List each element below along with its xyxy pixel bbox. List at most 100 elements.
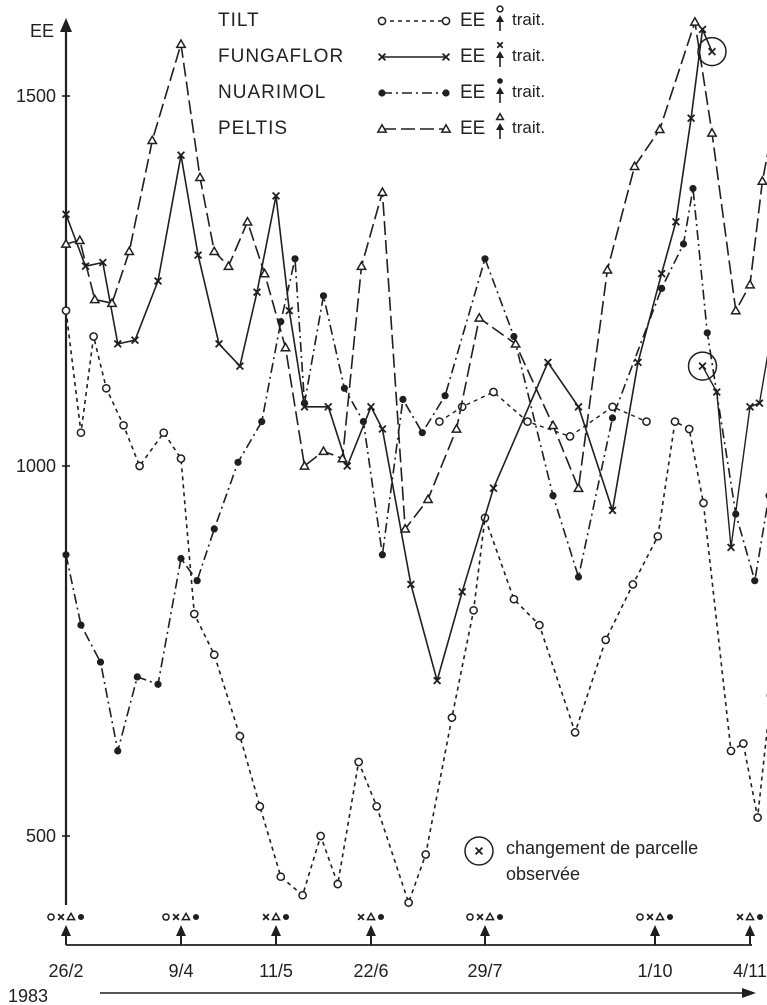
treatment-dot	[77, 913, 85, 921]
series-nuarimol	[62, 184, 767, 755]
legend-series-name: PELTIS	[218, 118, 289, 139]
data-point-fungaflor	[366, 402, 376, 411]
data-point-tilt	[101, 383, 111, 393]
series-layer	[60, 16, 767, 907]
data-point-peltis	[376, 186, 388, 197]
data-point-nuarimol	[441, 392, 449, 400]
year-arrow-head	[742, 988, 756, 998]
series-line-tilt	[65, 310, 767, 904]
treatment-triangle	[745, 911, 755, 921]
legend-series-name: FUNGAFLOR	[218, 46, 345, 67]
x-tick-label: 1/10	[637, 961, 672, 981]
data-point-fungaflor	[194, 251, 203, 260]
data-point-nuarimol	[359, 418, 367, 426]
data-point-nuarimol	[732, 510, 740, 518]
treatment-arrowhead	[650, 925, 660, 936]
data-point-nuarimol	[177, 554, 185, 563]
legend-trait-marker	[495, 112, 505, 121]
data-point-tilt	[354, 757, 363, 767]
data-point-peltis	[337, 452, 348, 463]
data-point-peltis	[510, 338, 522, 348]
data-point-nuarimol	[658, 284, 666, 292]
treatment-circle	[636, 913, 644, 921]
data-point-peltis	[74, 234, 86, 245]
legend-marks	[376, 5, 505, 139]
data-point-peltis	[689, 16, 701, 26]
treatment-dot	[377, 913, 385, 921]
data-point-tilt	[684, 424, 694, 434]
treatment-triangle	[366, 911, 376, 921]
data-point-fungaflor	[745, 402, 755, 411]
data-point-tilt	[159, 428, 169, 438]
data-point-peltis	[399, 523, 411, 533]
treatment-cross	[262, 913, 270, 921]
data-point-nuarimol	[114, 747, 122, 755]
data-point-nuarimol	[574, 573, 583, 581]
data-point-tilt	[333, 879, 343, 889]
data-point-tilt	[469, 605, 478, 615]
legend-entry-tilt: TILT EE trait.	[218, 10, 578, 46]
data-point-tilt	[119, 420, 128, 430]
data-point-tilt	[372, 802, 382, 811]
data-point-tilt	[276, 872, 286, 882]
data-point-peltis	[223, 260, 234, 271]
data-point-fungaflor	[252, 288, 262, 297]
treatment-cross	[476, 913, 484, 921]
y-axis-arrow	[60, 18, 72, 32]
data-point-tilt	[739, 739, 748, 748]
data-point-nuarimol	[378, 551, 386, 559]
treatment-triangle	[485, 911, 495, 921]
data-point-fungaflor	[657, 269, 666, 278]
x-tick-label: 4/11	[733, 961, 767, 981]
data-point-nuarimol	[193, 577, 201, 585]
data-point-nuarimol	[399, 395, 407, 403]
annotation-symbol	[464, 836, 494, 866]
data-point-fungaflor	[271, 191, 281, 200]
legend-ee-label: EE	[460, 10, 486, 31]
x-tick-label: 9/4	[168, 961, 193, 981]
series-peltis	[60, 16, 767, 533]
data-point-fungaflor	[633, 358, 643, 367]
legend-marker-tilt	[441, 16, 451, 26]
treatment-cross	[736, 913, 744, 921]
treatment-marker	[636, 911, 674, 945]
treatment-arrowhead	[271, 925, 281, 936]
data-point-fungaflor	[61, 210, 71, 219]
data-point-nuarimol	[154, 680, 162, 688]
legend-trait-marker	[496, 5, 504, 13]
data-point-tilt	[176, 454, 186, 463]
data-point-fungaflor	[176, 151, 186, 160]
legend-ee-label: EE	[460, 118, 486, 139]
treatment-circle	[466, 913, 474, 921]
data-point-peltis	[280, 341, 291, 352]
data-point-tilt	[235, 731, 245, 741]
data-point-peltis	[422, 493, 434, 504]
series-fungaflor	[61, 25, 767, 685]
legend-trait-marker	[497, 78, 503, 84]
treatment-triangle	[271, 911, 281, 921]
treatment-arrowhead	[745, 925, 755, 936]
data-point-peltis	[756, 175, 767, 185]
series-line-peltis	[65, 21, 767, 530]
treatment-dot	[756, 913, 764, 921]
data-point-peltis	[259, 267, 271, 278]
legend-series-name: TILT	[218, 10, 260, 31]
treatment-marker	[47, 911, 85, 945]
data-point-fungaflor	[755, 399, 764, 408]
data-point-tilt	[726, 746, 736, 756]
data-point-peltis	[601, 264, 613, 274]
treatment-arrowhead	[61, 925, 71, 936]
data-point-fungaflor	[113, 339, 122, 348]
treatment-arrowhead	[480, 925, 490, 936]
x-tick-label: 29/7	[467, 961, 502, 981]
legend-entry-nuarimol: NUARIMOL EE trait.	[218, 82, 578, 118]
legend-trait-arrowhead	[496, 87, 504, 94]
data-point-nuarimol	[510, 332, 518, 341]
data-point-fungaflor	[285, 306, 294, 315]
treatment-arrowhead	[366, 925, 376, 936]
data-point-tilt	[628, 580, 638, 589]
data-point-fungaflor	[235, 362, 244, 371]
data-point-nuarimol	[608, 414, 617, 422]
data-point-tilt	[570, 728, 580, 737]
